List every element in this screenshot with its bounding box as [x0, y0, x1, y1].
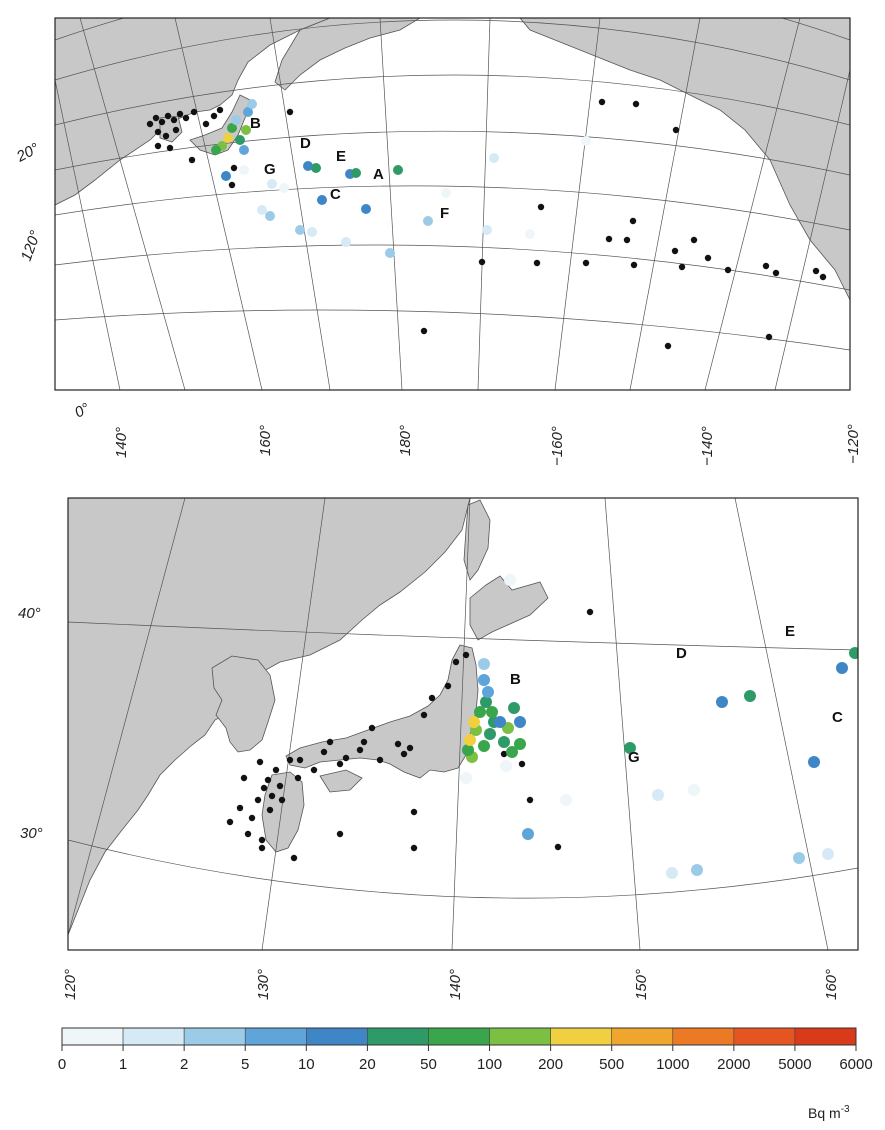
colorbar-tick-label: 10: [298, 1056, 315, 1073]
bottom-lon-150: 150°: [633, 969, 650, 1000]
top-lon-140: 140°: [113, 427, 130, 458]
top-sample-dots: [211, 99, 591, 258]
top-lat-120: 120°: [18, 228, 45, 263]
bottom-lon-140: 140°: [447, 969, 464, 1000]
top-station-a: A: [373, 166, 384, 183]
colorbar-tick-label: 5: [241, 1056, 249, 1073]
top-lon-160: 160°: [257, 425, 274, 456]
top-station-g: G: [264, 161, 276, 178]
top-land-kamchatka: [274, 18, 421, 91]
colorbar-tick-label: 2: [180, 1056, 188, 1073]
bottom-land-sakhalin: [463, 499, 491, 581]
colorbar-tick-label: 50: [420, 1056, 437, 1073]
colorbar-bin: [794, 1027, 857, 1046]
colorbar-tick-label: 2000: [717, 1056, 750, 1073]
bottom-lon-120: 120°: [62, 969, 79, 1000]
bottom-lon-130: 130°: [255, 969, 272, 1000]
colorbar-ticks: 0 1 2 5 10 20 50 100 200 500 1000 2000 5000 6000: [58, 1045, 873, 1073]
colorbar-tick-label: 200: [538, 1056, 563, 1073]
bottom-station-labels: B D E C G: [510, 623, 843, 766]
top-lon-180: 180°: [397, 425, 414, 456]
colorbar-bin: [428, 1027, 490, 1046]
colorbar-bin: [306, 1027, 368, 1046]
top-lat-0: 0°: [72, 400, 93, 422]
colorbar-frame: [61, 1027, 857, 1046]
top-map-frame: [54, 17, 851, 391]
top-station-c: C: [330, 186, 341, 203]
top-station-f: F: [440, 205, 449, 222]
top-station-labels: B D E G A C F: [250, 115, 449, 222]
bottom-land-shikoku: [319, 769, 363, 793]
colorbar-bin: [489, 1027, 551, 1046]
colorbar-bin: [733, 1027, 796, 1046]
top-lat-20: 20°: [13, 140, 42, 166]
top-station-e: E: [336, 148, 346, 165]
colorbar-bin: [183, 1027, 246, 1046]
colorbar-bin: [611, 1027, 674, 1046]
bottom-map: B D E C G 120° 130° 140° 150° 160° 40° 3…: [18, 497, 859, 1000]
bottom-station-g: G: [628, 749, 640, 766]
bottom-sample-dots: [460, 574, 858, 879]
top-map: B D E G A C F 140° 160° 180° −160° −140°…: [13, 17, 862, 466]
colorbar-bins: [61, 1027, 857, 1046]
colorbar: 0 1 2 5 10 20 50 100 200 500 1000 2000 5000 6000 Bq m…: [58, 1027, 873, 1121]
colorbar-tick-label: 6000: [839, 1056, 872, 1073]
bottom-graticule: [68, 498, 858, 950]
colorbar-tick-label: 5000: [778, 1056, 811, 1073]
top-station-b: B: [250, 115, 261, 132]
bottom-map-frame: [67, 497, 859, 951]
colorbar-bin: [367, 1027, 429, 1046]
colorbar-unit: Bq m-3: [808, 1104, 850, 1121]
bottom-nodata-dots: [226, 608, 594, 862]
bottom-station-d: D: [676, 645, 687, 662]
colorbar-bin: [672, 1027, 735, 1046]
colorbar-bin: [122, 1027, 185, 1046]
bottom-land-korea: [211, 655, 276, 753]
top-lon-m120: −120°: [845, 424, 862, 464]
bottom-station-e: E: [785, 623, 795, 640]
colorbar-bin: [244, 1027, 307, 1046]
top-land-america: [519, 18, 850, 301]
bottom-land-hokkaido: [469, 575, 549, 641]
colorbar-tick-label: 500: [599, 1056, 624, 1073]
bottom-lon-labels: 120° 130° 140° 150° 160°: [62, 969, 840, 1000]
colorbar-bin: [61, 1027, 124, 1046]
top-station-d: D: [300, 135, 311, 152]
bottom-lon-160: 160°: [823, 969, 840, 1000]
top-lon-m160: −160°: [549, 426, 566, 466]
colorbar-tick-label: 20: [359, 1056, 376, 1073]
bottom-lat-40: 40°: [18, 605, 41, 622]
colorbar-bin: [550, 1027, 612, 1046]
colorbar-tick-label: 0: [58, 1056, 66, 1073]
bottom-lat-labels: 40° 30°: [18, 605, 43, 842]
bottom-station-b: B: [510, 671, 521, 688]
colorbar-tick-label: 1: [119, 1056, 127, 1073]
colorbar-tick-label: 100: [477, 1056, 502, 1073]
bottom-lat-30: 30°: [20, 825, 43, 842]
colorbar-tick-label: 1000: [656, 1056, 689, 1073]
top-lon-m140: −140°: [699, 426, 716, 466]
top-lon-labels: 140° 160° 180° −160° −140° −120°: [113, 424, 862, 466]
top-nodata-dots: [146, 98, 827, 350]
bottom-station-c: C: [832, 709, 843, 726]
